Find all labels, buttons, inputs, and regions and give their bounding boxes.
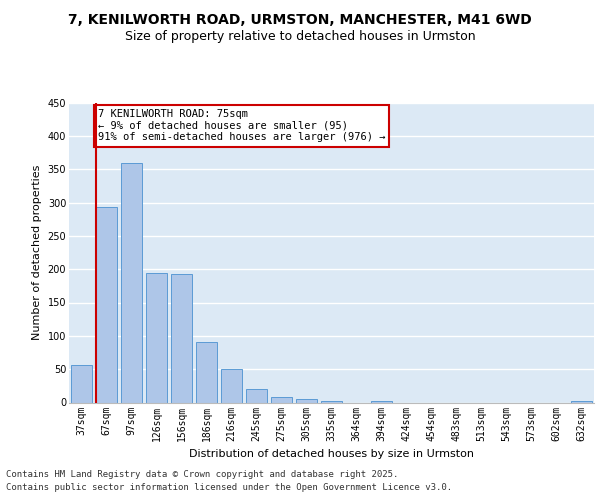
Y-axis label: Number of detached properties: Number of detached properties	[32, 165, 42, 340]
Bar	[271, 396, 292, 402]
Text: Contains HM Land Registry data © Crown copyright and database right 2025.: Contains HM Land Registry data © Crown c…	[6, 470, 398, 479]
Bar	[196, 342, 217, 402]
Bar	[246, 388, 267, 402]
Text: Contains public sector information licensed under the Open Government Licence v3: Contains public sector information licen…	[6, 482, 452, 492]
Bar	[96, 207, 117, 402]
Bar	[146, 273, 167, 402]
Bar	[296, 399, 317, 402]
Bar	[371, 400, 392, 402]
Text: 7, KENILWORTH ROAD, URMSTON, MANCHESTER, M41 6WD: 7, KENILWORTH ROAD, URMSTON, MANCHESTER,…	[68, 12, 532, 26]
Bar	[71, 364, 92, 403]
Text: Size of property relative to detached houses in Urmston: Size of property relative to detached ho…	[125, 30, 475, 43]
Bar	[171, 274, 192, 402]
Bar	[321, 400, 342, 402]
X-axis label: Distribution of detached houses by size in Urmston: Distribution of detached houses by size …	[189, 449, 474, 459]
Text: 7 KENILWORTH ROAD: 75sqm
← 9% of detached houses are smaller (95)
91% of semi-de: 7 KENILWORTH ROAD: 75sqm ← 9% of detache…	[98, 109, 385, 142]
Bar	[571, 400, 592, 402]
Bar	[121, 162, 142, 402]
Bar	[221, 369, 242, 402]
